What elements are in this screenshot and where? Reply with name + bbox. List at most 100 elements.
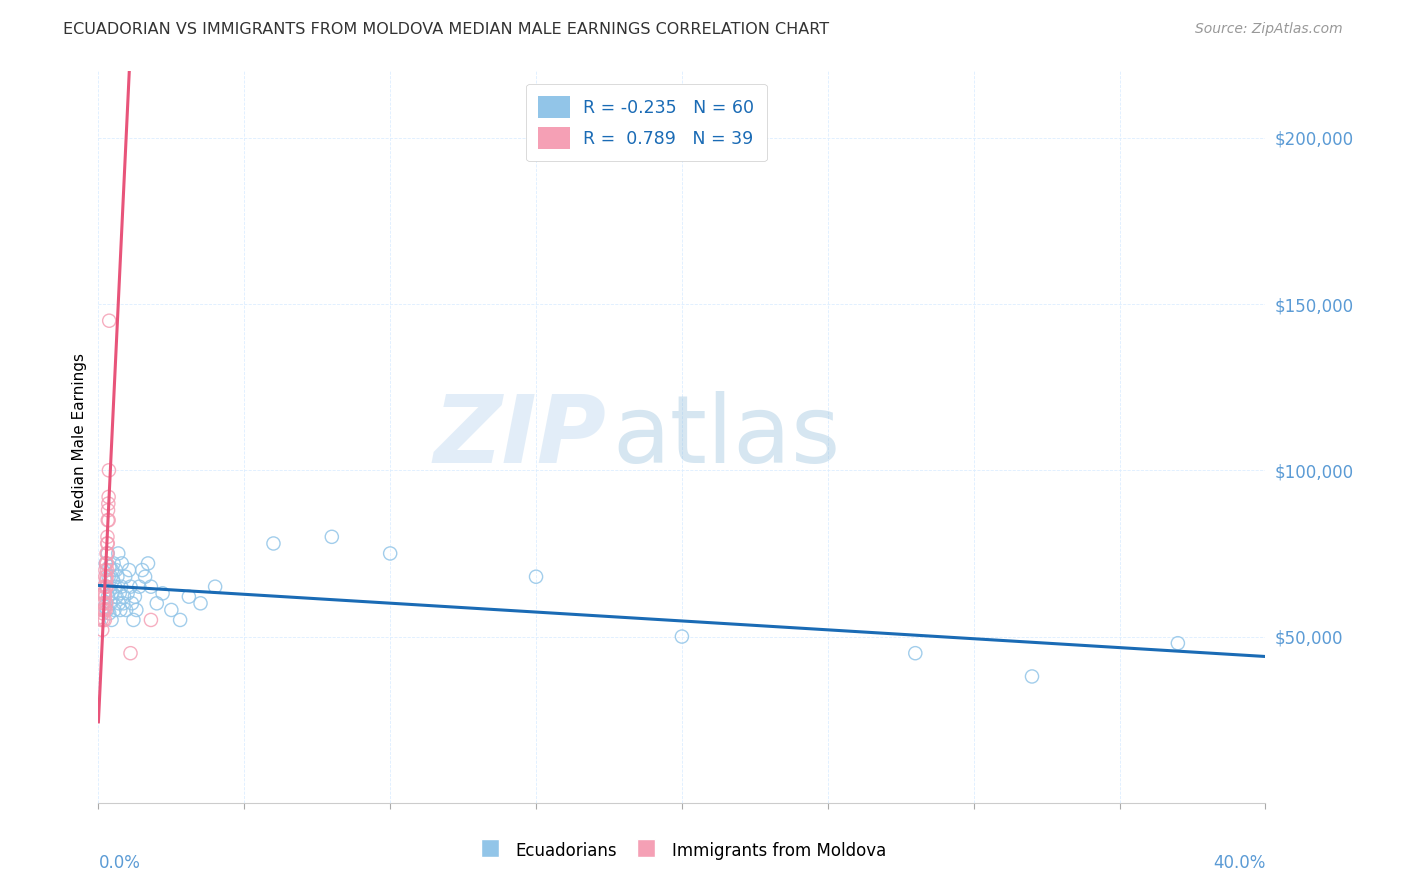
Point — [131, 563, 153, 577]
Point — [262, 536, 284, 550]
Text: 40.0%: 40.0% — [1213, 854, 1265, 872]
Point — [97, 570, 120, 584]
Point — [90, 613, 112, 627]
Point — [101, 563, 124, 577]
Point — [112, 596, 135, 610]
Point — [98, 314, 121, 328]
Point — [96, 580, 118, 594]
Point — [93, 580, 115, 594]
Text: ZIP: ZIP — [433, 391, 606, 483]
Point — [904, 646, 927, 660]
Point — [120, 580, 142, 594]
Point — [96, 563, 118, 577]
Point — [96, 546, 118, 560]
Point — [114, 570, 136, 584]
Point — [94, 590, 117, 604]
Point — [524, 570, 547, 584]
Point — [139, 613, 162, 627]
Y-axis label: Median Male Earnings: Median Male Earnings — [72, 353, 87, 521]
Point — [160, 603, 183, 617]
Point — [91, 607, 114, 621]
Point — [1167, 636, 1189, 650]
Point — [94, 603, 117, 617]
Point — [97, 490, 120, 504]
Point — [96, 603, 118, 617]
Point — [96, 530, 118, 544]
Point — [96, 573, 118, 587]
Point — [105, 570, 128, 584]
Point — [94, 586, 117, 600]
Point — [98, 559, 121, 574]
Text: ECUADORIAN VS IMMIGRANTS FROM MOLDOVA MEDIAN MALE EARNINGS CORRELATION CHART: ECUADORIAN VS IMMIGRANTS FROM MOLDOVA ME… — [63, 22, 830, 37]
Text: Source: ZipAtlas.com: Source: ZipAtlas.com — [1195, 22, 1343, 37]
Point — [110, 580, 132, 594]
Point — [117, 586, 139, 600]
Point — [96, 557, 118, 571]
Point — [97, 503, 120, 517]
Point — [93, 603, 115, 617]
Point — [94, 570, 117, 584]
Legend: Ecuadorians, Immigrants from Moldova: Ecuadorians, Immigrants from Moldova — [471, 834, 893, 868]
Point — [108, 586, 131, 600]
Point — [97, 497, 120, 511]
Point — [111, 557, 134, 571]
Point — [94, 599, 117, 614]
Point — [103, 603, 125, 617]
Point — [112, 590, 135, 604]
Point — [94, 557, 117, 571]
Point — [104, 563, 127, 577]
Point — [125, 603, 148, 617]
Point — [98, 582, 121, 597]
Point — [93, 586, 115, 600]
Point — [118, 563, 141, 577]
Point — [98, 607, 121, 621]
Point — [94, 613, 117, 627]
Point — [97, 513, 120, 527]
Point — [124, 590, 146, 604]
Point — [97, 536, 120, 550]
Point — [96, 580, 118, 594]
Point — [121, 596, 143, 610]
Point — [94, 563, 117, 577]
Point — [100, 570, 122, 584]
Point — [97, 546, 120, 560]
Point — [134, 570, 156, 584]
Point — [96, 570, 118, 584]
Point — [104, 580, 127, 594]
Point — [97, 463, 120, 477]
Point — [136, 557, 159, 571]
Point — [115, 603, 138, 617]
Point — [108, 596, 131, 610]
Point — [122, 613, 145, 627]
Point — [91, 596, 114, 610]
Point — [101, 573, 124, 587]
Point — [190, 596, 212, 610]
Point — [93, 603, 115, 617]
Point — [380, 546, 402, 560]
Point — [671, 630, 693, 644]
Point — [94, 580, 117, 594]
Point — [94, 557, 117, 571]
Point — [97, 590, 120, 604]
Point — [101, 586, 124, 600]
Point — [97, 513, 120, 527]
Text: atlas: atlas — [612, 391, 841, 483]
Point — [139, 580, 162, 594]
Point — [96, 536, 118, 550]
Point — [96, 546, 118, 560]
Point — [91, 623, 114, 637]
Text: 0.0%: 0.0% — [98, 854, 141, 872]
Point — [128, 580, 150, 594]
Point — [1021, 669, 1043, 683]
Point — [96, 596, 118, 610]
Point — [169, 613, 191, 627]
Point — [100, 613, 122, 627]
Point — [93, 586, 115, 600]
Point — [321, 530, 343, 544]
Point — [120, 646, 142, 660]
Point — [110, 603, 132, 617]
Point — [107, 546, 129, 560]
Point — [90, 603, 112, 617]
Point — [152, 586, 174, 600]
Point — [93, 596, 115, 610]
